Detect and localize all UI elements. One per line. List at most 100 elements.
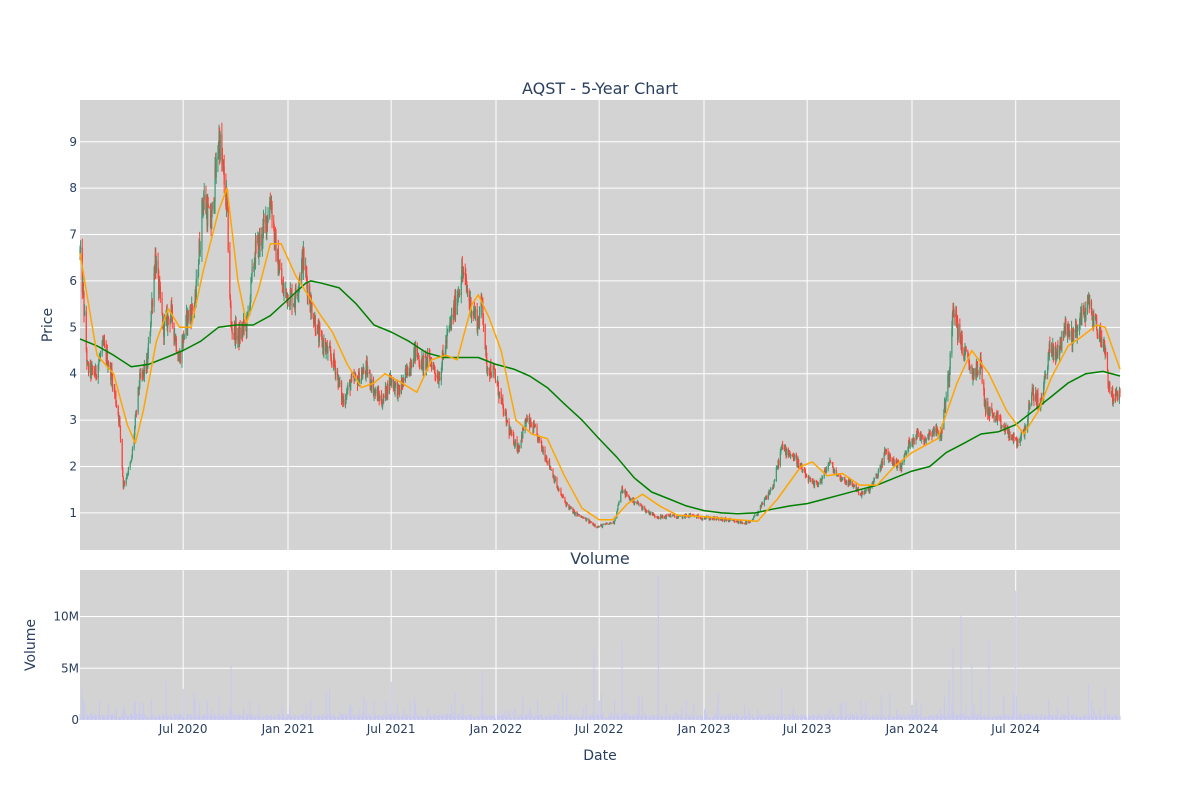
volume-bar: [777, 714, 779, 720]
volume-bar: [925, 716, 927, 720]
candle-body: [829, 460, 832, 463]
volume-bar: [520, 714, 522, 720]
candle-body: [989, 408, 991, 417]
volume-bar: [223, 717, 225, 720]
volume-bar: [536, 714, 538, 720]
candle-body: [642, 507, 644, 509]
volume-bar: [534, 716, 536, 720]
candle-body: [309, 285, 311, 303]
volume-bar: [596, 717, 598, 720]
candle-body: [554, 481, 556, 483]
volume-bar: [241, 716, 243, 720]
candle-body: [437, 383, 440, 385]
volume-bar: [122, 705, 124, 720]
volume-bar: [481, 701, 483, 720]
volume-bar: [788, 716, 790, 720]
volume-bar: [920, 716, 922, 720]
volume-bar: [724, 716, 726, 720]
candle-body: [1055, 346, 1057, 360]
volume-bar: [716, 707, 718, 720]
volume-bar: [995, 717, 997, 720]
volume-bar: [888, 713, 890, 720]
volume-bar: [426, 715, 428, 720]
volume-bar: [840, 713, 842, 720]
volume-bar: [828, 717, 830, 720]
volume-bar: [234, 714, 236, 720]
volume-bar: [486, 716, 488, 720]
volume-bar: [274, 718, 276, 720]
volume-bar: [433, 716, 435, 720]
volume-bar: [881, 716, 883, 720]
candle-body: [650, 512, 652, 514]
volume-bar: [302, 714, 304, 720]
volume-bar: [884, 718, 886, 720]
volume-bar: [121, 713, 123, 720]
candle-body: [564, 501, 567, 503]
volume-bar: [973, 704, 975, 720]
candle-body: [199, 249, 201, 254]
candle-body: [482, 301, 484, 318]
volume-bar: [386, 713, 388, 720]
volume-bar: [753, 717, 755, 720]
volume-bar: [618, 717, 620, 720]
volume-bar: [430, 716, 432, 720]
candle-body: [796, 458, 798, 465]
volume-bar: [496, 713, 498, 720]
volume-bar: [423, 716, 425, 720]
price-y-tick-label: 2: [69, 459, 77, 473]
candle-body: [594, 524, 596, 527]
volume-bar: [281, 705, 283, 720]
volume-bar: [513, 709, 515, 720]
candle-body: [825, 469, 828, 472]
volume-bar: [299, 715, 301, 720]
volume-bar: [915, 701, 917, 720]
candle-body: [772, 486, 775, 488]
volume-bar: [557, 715, 559, 720]
volume-bar: [135, 713, 137, 720]
volume-bar: [867, 714, 869, 720]
candle-body: [87, 363, 90, 373]
volume-bar: [983, 714, 985, 720]
volume-bar: [901, 716, 903, 720]
volume-bar: [786, 717, 788, 720]
volume-bar: [843, 717, 845, 720]
candle-body: [115, 394, 117, 405]
volume-bar: [552, 715, 554, 720]
volume-bar: [641, 716, 643, 720]
volume-bar: [979, 713, 981, 720]
candle-body: [82, 283, 85, 293]
candle-body: [833, 470, 835, 473]
volume-bar: [881, 708, 883, 720]
volume-bar: [829, 708, 831, 720]
candle-body: [633, 503, 636, 505]
volume-bar: [582, 707, 584, 720]
volume-bar: [432, 714, 434, 720]
candle-body: [634, 502, 636, 504]
volume-bar: [988, 639, 990, 720]
volume-bar: [530, 709, 532, 720]
candle-body: [85, 311, 87, 350]
candle-body: [171, 304, 173, 307]
volume-bar: [94, 715, 96, 720]
candle-body: [394, 383, 396, 391]
volume-bar: [1065, 715, 1067, 720]
candle-body: [263, 219, 265, 223]
candle-body: [418, 358, 420, 364]
volume-bar: [636, 714, 638, 720]
volume-bar: [833, 716, 835, 720]
volume-bar: [1073, 717, 1075, 720]
volume-bar: [1048, 699, 1050, 720]
candle-body: [791, 455, 793, 457]
volume-bar: [730, 717, 732, 720]
candle-body: [945, 396, 947, 401]
candle-body: [853, 484, 856, 486]
volume-bar: [791, 713, 793, 720]
candle-body: [677, 517, 679, 519]
price-y-tick-label: 9: [69, 135, 77, 149]
short-moving-average-line: [79, 187, 1121, 522]
candle-body: [125, 478, 127, 484]
candle-body: [674, 516, 676, 518]
candle-body: [578, 514, 580, 516]
volume-bar: [343, 714, 345, 720]
